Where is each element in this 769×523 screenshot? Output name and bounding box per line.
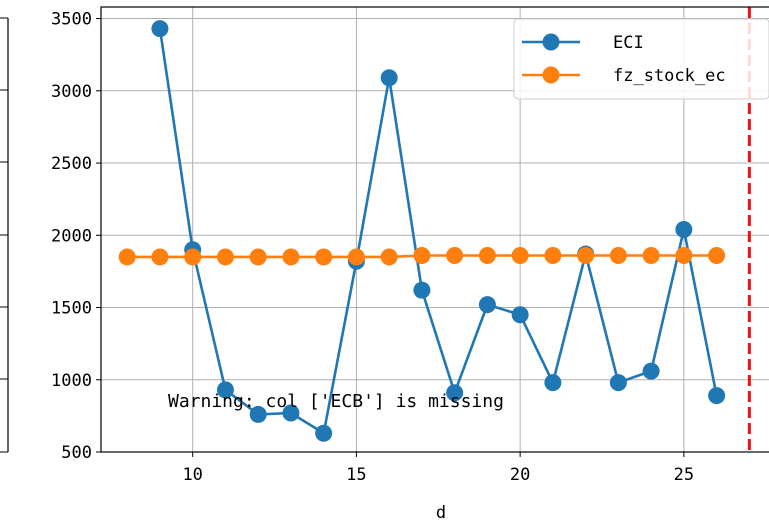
x-axis-label: d — [436, 503, 446, 523]
x-tick-label: 20 — [510, 465, 530, 485]
data-point — [446, 247, 464, 265]
data-point — [544, 247, 562, 265]
data-point — [282, 248, 300, 266]
y-tick-label: 1000 — [51, 371, 92, 391]
data-point — [216, 381, 234, 399]
legend-label: fz_stock_ec — [613, 66, 726, 86]
legend-marker — [542, 66, 560, 84]
y-tick-label: 2500 — [51, 154, 92, 174]
data-point — [577, 247, 595, 265]
data-point — [184, 248, 202, 266]
y-tick-label: 3500 — [51, 10, 92, 30]
data-point — [315, 248, 333, 266]
data-point — [249, 248, 267, 266]
data-point — [708, 247, 726, 265]
plot-frame — [100, 6, 769, 453]
x-tick-label: 25 — [674, 465, 694, 485]
data-point — [249, 405, 267, 423]
data-point — [151, 20, 169, 38]
y-tick-label: 500 — [61, 443, 92, 463]
x-tick-label: 10 — [182, 465, 202, 485]
y-tick-label: 2000 — [51, 226, 92, 246]
axis-ticks: 10 15 20 25 500 1000 1500 2000 2500 3000 3500 — [0, 10, 694, 485]
data-point — [511, 306, 529, 324]
data-point — [478, 296, 496, 314]
data-point — [347, 248, 365, 266]
data-point — [511, 247, 529, 265]
legend-marker — [542, 33, 560, 51]
data-point — [118, 248, 136, 266]
data-point — [216, 248, 234, 266]
data-point — [380, 69, 398, 87]
data-point — [315, 424, 333, 442]
legend-label: ECI — [613, 33, 644, 53]
warning-annotation: Warning: col ['ECB'] is missing — [168, 391, 504, 412]
data-point — [642, 362, 660, 380]
data-point — [609, 374, 627, 392]
series-group — [118, 20, 726, 442]
legend-box — [513, 18, 769, 100]
y-tick-label: 1500 — [51, 299, 92, 319]
data-point — [642, 247, 660, 265]
data-point — [282, 404, 300, 422]
data-point — [413, 247, 431, 265]
data-point — [675, 247, 693, 265]
series-fz_stock_ec — [118, 247, 726, 266]
data-point — [380, 248, 398, 266]
data-point — [675, 221, 693, 238]
data-point — [446, 384, 464, 402]
legend: ECI fz_stock_ec — [513, 18, 769, 100]
data-point — [151, 248, 169, 266]
x-tick-label: 15 — [346, 465, 366, 485]
data-point — [413, 281, 431, 299]
y-tick-label: 3000 — [51, 82, 92, 102]
data-point — [708, 387, 726, 405]
data-point — [478, 247, 496, 265]
data-point — [609, 247, 627, 265]
data-point — [544, 374, 562, 392]
